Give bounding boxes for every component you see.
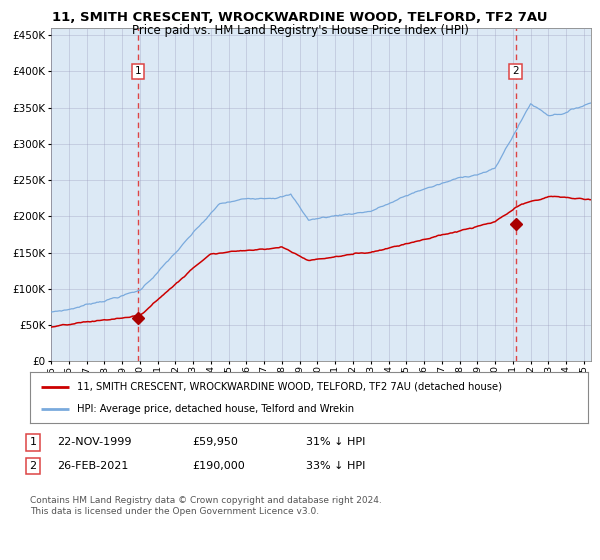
Text: £59,950: £59,950	[192, 437, 238, 447]
Text: 1: 1	[29, 437, 37, 447]
Text: Contains HM Land Registry data © Crown copyright and database right 2024.
This d: Contains HM Land Registry data © Crown c…	[30, 496, 382, 516]
Text: 1: 1	[135, 67, 142, 77]
Text: Price paid vs. HM Land Registry's House Price Index (HPI): Price paid vs. HM Land Registry's House …	[131, 24, 469, 36]
Text: £190,000: £190,000	[192, 461, 245, 471]
Text: 33% ↓ HPI: 33% ↓ HPI	[306, 461, 365, 471]
Text: 2: 2	[512, 67, 519, 77]
Text: 2: 2	[29, 461, 37, 471]
Text: 31% ↓ HPI: 31% ↓ HPI	[306, 437, 365, 447]
Text: 26-FEB-2021: 26-FEB-2021	[57, 461, 128, 471]
Text: 22-NOV-1999: 22-NOV-1999	[57, 437, 131, 447]
Text: HPI: Average price, detached house, Telford and Wrekin: HPI: Average price, detached house, Telf…	[77, 404, 355, 414]
Text: 11, SMITH CRESCENT, WROCKWARDINE WOOD, TELFORD, TF2 7AU: 11, SMITH CRESCENT, WROCKWARDINE WOOD, T…	[52, 11, 548, 24]
Text: 11, SMITH CRESCENT, WROCKWARDINE WOOD, TELFORD, TF2 7AU (detached house): 11, SMITH CRESCENT, WROCKWARDINE WOOD, T…	[77, 381, 502, 391]
